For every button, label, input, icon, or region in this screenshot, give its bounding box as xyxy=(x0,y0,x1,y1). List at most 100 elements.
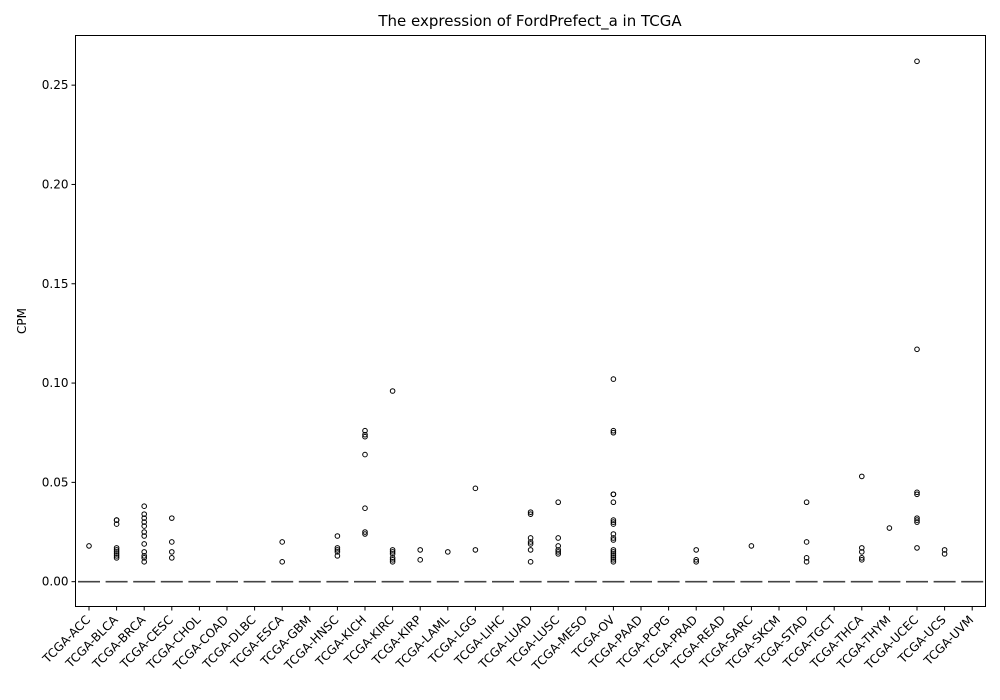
outlier-point xyxy=(141,541,147,547)
outlier-point xyxy=(389,551,396,557)
outlier-point xyxy=(417,547,424,553)
outlier-point xyxy=(527,535,534,541)
outlier-point xyxy=(610,547,617,553)
outlier-point xyxy=(610,557,617,563)
outlier-point xyxy=(472,547,479,553)
outlier-point xyxy=(113,555,120,561)
outlier-point xyxy=(610,429,617,436)
outlier-point xyxy=(914,519,920,525)
outlier-point xyxy=(389,557,396,563)
plot-area: 0.000.050.100.150.200.25TCGA-ACCTCGA-BLC… xyxy=(39,58,984,674)
chart-title: The expression of FordPrefect_a in TCGA xyxy=(377,12,682,31)
outlier-point xyxy=(527,559,534,565)
outlier-point xyxy=(610,491,617,498)
outlier-point xyxy=(169,539,175,545)
outlier-point xyxy=(555,547,562,553)
outlier-point xyxy=(169,515,175,521)
outlier-point xyxy=(555,551,562,557)
outlier-point xyxy=(169,549,175,555)
outlier-point xyxy=(141,555,147,561)
outlier-point xyxy=(389,559,396,565)
outlier-point xyxy=(803,555,810,561)
outlier-point xyxy=(334,547,341,553)
outlier-point xyxy=(610,535,617,541)
outlier-point xyxy=(362,431,368,438)
outlier-point xyxy=(113,545,120,551)
outlier-point xyxy=(389,388,396,394)
outlier-point xyxy=(141,549,147,555)
outlier-point xyxy=(141,529,147,535)
outlier-point xyxy=(389,547,396,553)
outlier-point xyxy=(610,499,617,506)
y-tick-label: 0.05 xyxy=(42,475,69,489)
outlier-point xyxy=(859,473,865,480)
outlier-point xyxy=(169,555,175,561)
outlier-point xyxy=(279,559,286,565)
outlier-point xyxy=(941,551,948,557)
outlier-point xyxy=(279,539,286,545)
outlier-point xyxy=(610,537,617,543)
y-tick-label: 0.10 xyxy=(42,376,69,390)
outlier-point xyxy=(113,553,120,559)
outlier-point xyxy=(527,539,534,545)
outlier-point xyxy=(334,545,341,551)
outlier-point xyxy=(859,555,865,561)
outlier-point xyxy=(113,551,120,557)
outlier-point xyxy=(693,559,700,565)
outlier-point xyxy=(141,533,147,539)
outlier-point xyxy=(610,519,617,525)
outlier-point xyxy=(555,549,562,555)
outlier-point xyxy=(113,547,120,553)
outlier-point xyxy=(555,543,562,549)
outlier-point xyxy=(941,547,948,553)
outlier-point xyxy=(555,499,562,506)
outlier-point xyxy=(334,553,341,559)
outlier-point xyxy=(141,559,147,565)
outlier-point xyxy=(859,545,865,551)
outlier-point xyxy=(527,509,534,515)
outlier-point xyxy=(693,557,700,563)
outlier-point xyxy=(362,531,368,537)
outlier-point xyxy=(389,555,396,561)
outlier-point xyxy=(362,529,368,535)
outlier-point xyxy=(803,559,810,565)
outlier-point xyxy=(610,521,617,527)
outlier-point xyxy=(914,491,920,498)
outlier-point xyxy=(803,499,810,506)
outlier-point xyxy=(527,547,534,553)
outlier-point xyxy=(334,533,341,539)
outlier-point xyxy=(610,549,617,555)
outlier-point xyxy=(141,553,147,559)
outlier-point xyxy=(914,545,920,551)
outlier-point xyxy=(886,525,893,531)
outlier-point xyxy=(389,549,396,555)
y-tick-label: 0.00 xyxy=(42,575,69,589)
outlier-point xyxy=(914,517,920,523)
outlier-point xyxy=(113,517,120,523)
outlier-point xyxy=(555,535,562,541)
outlier-point xyxy=(610,553,617,559)
outlier-point xyxy=(914,515,920,521)
outlier-point xyxy=(417,557,424,563)
outlier-point xyxy=(141,523,147,529)
outlier-point xyxy=(445,549,451,555)
plot-frame xyxy=(75,35,986,607)
outlier-point xyxy=(334,549,341,555)
outlier-point xyxy=(610,559,617,565)
outlier-point xyxy=(362,505,368,511)
outlier-point xyxy=(610,517,617,523)
y-tick-label: 0.20 xyxy=(42,177,69,191)
outlier-point xyxy=(141,519,147,525)
outlier-point xyxy=(803,539,810,545)
outlier-point xyxy=(86,543,92,549)
outlier-point xyxy=(141,503,147,510)
outlier-point xyxy=(610,376,617,382)
outlier-point xyxy=(472,485,479,492)
y-axis-label: CPM xyxy=(15,308,29,334)
outlier-point xyxy=(527,511,534,517)
outlier-point xyxy=(610,551,617,557)
outlier-point xyxy=(141,515,147,521)
outlier-point xyxy=(693,547,700,553)
y-tick-label: 0.15 xyxy=(42,277,69,291)
